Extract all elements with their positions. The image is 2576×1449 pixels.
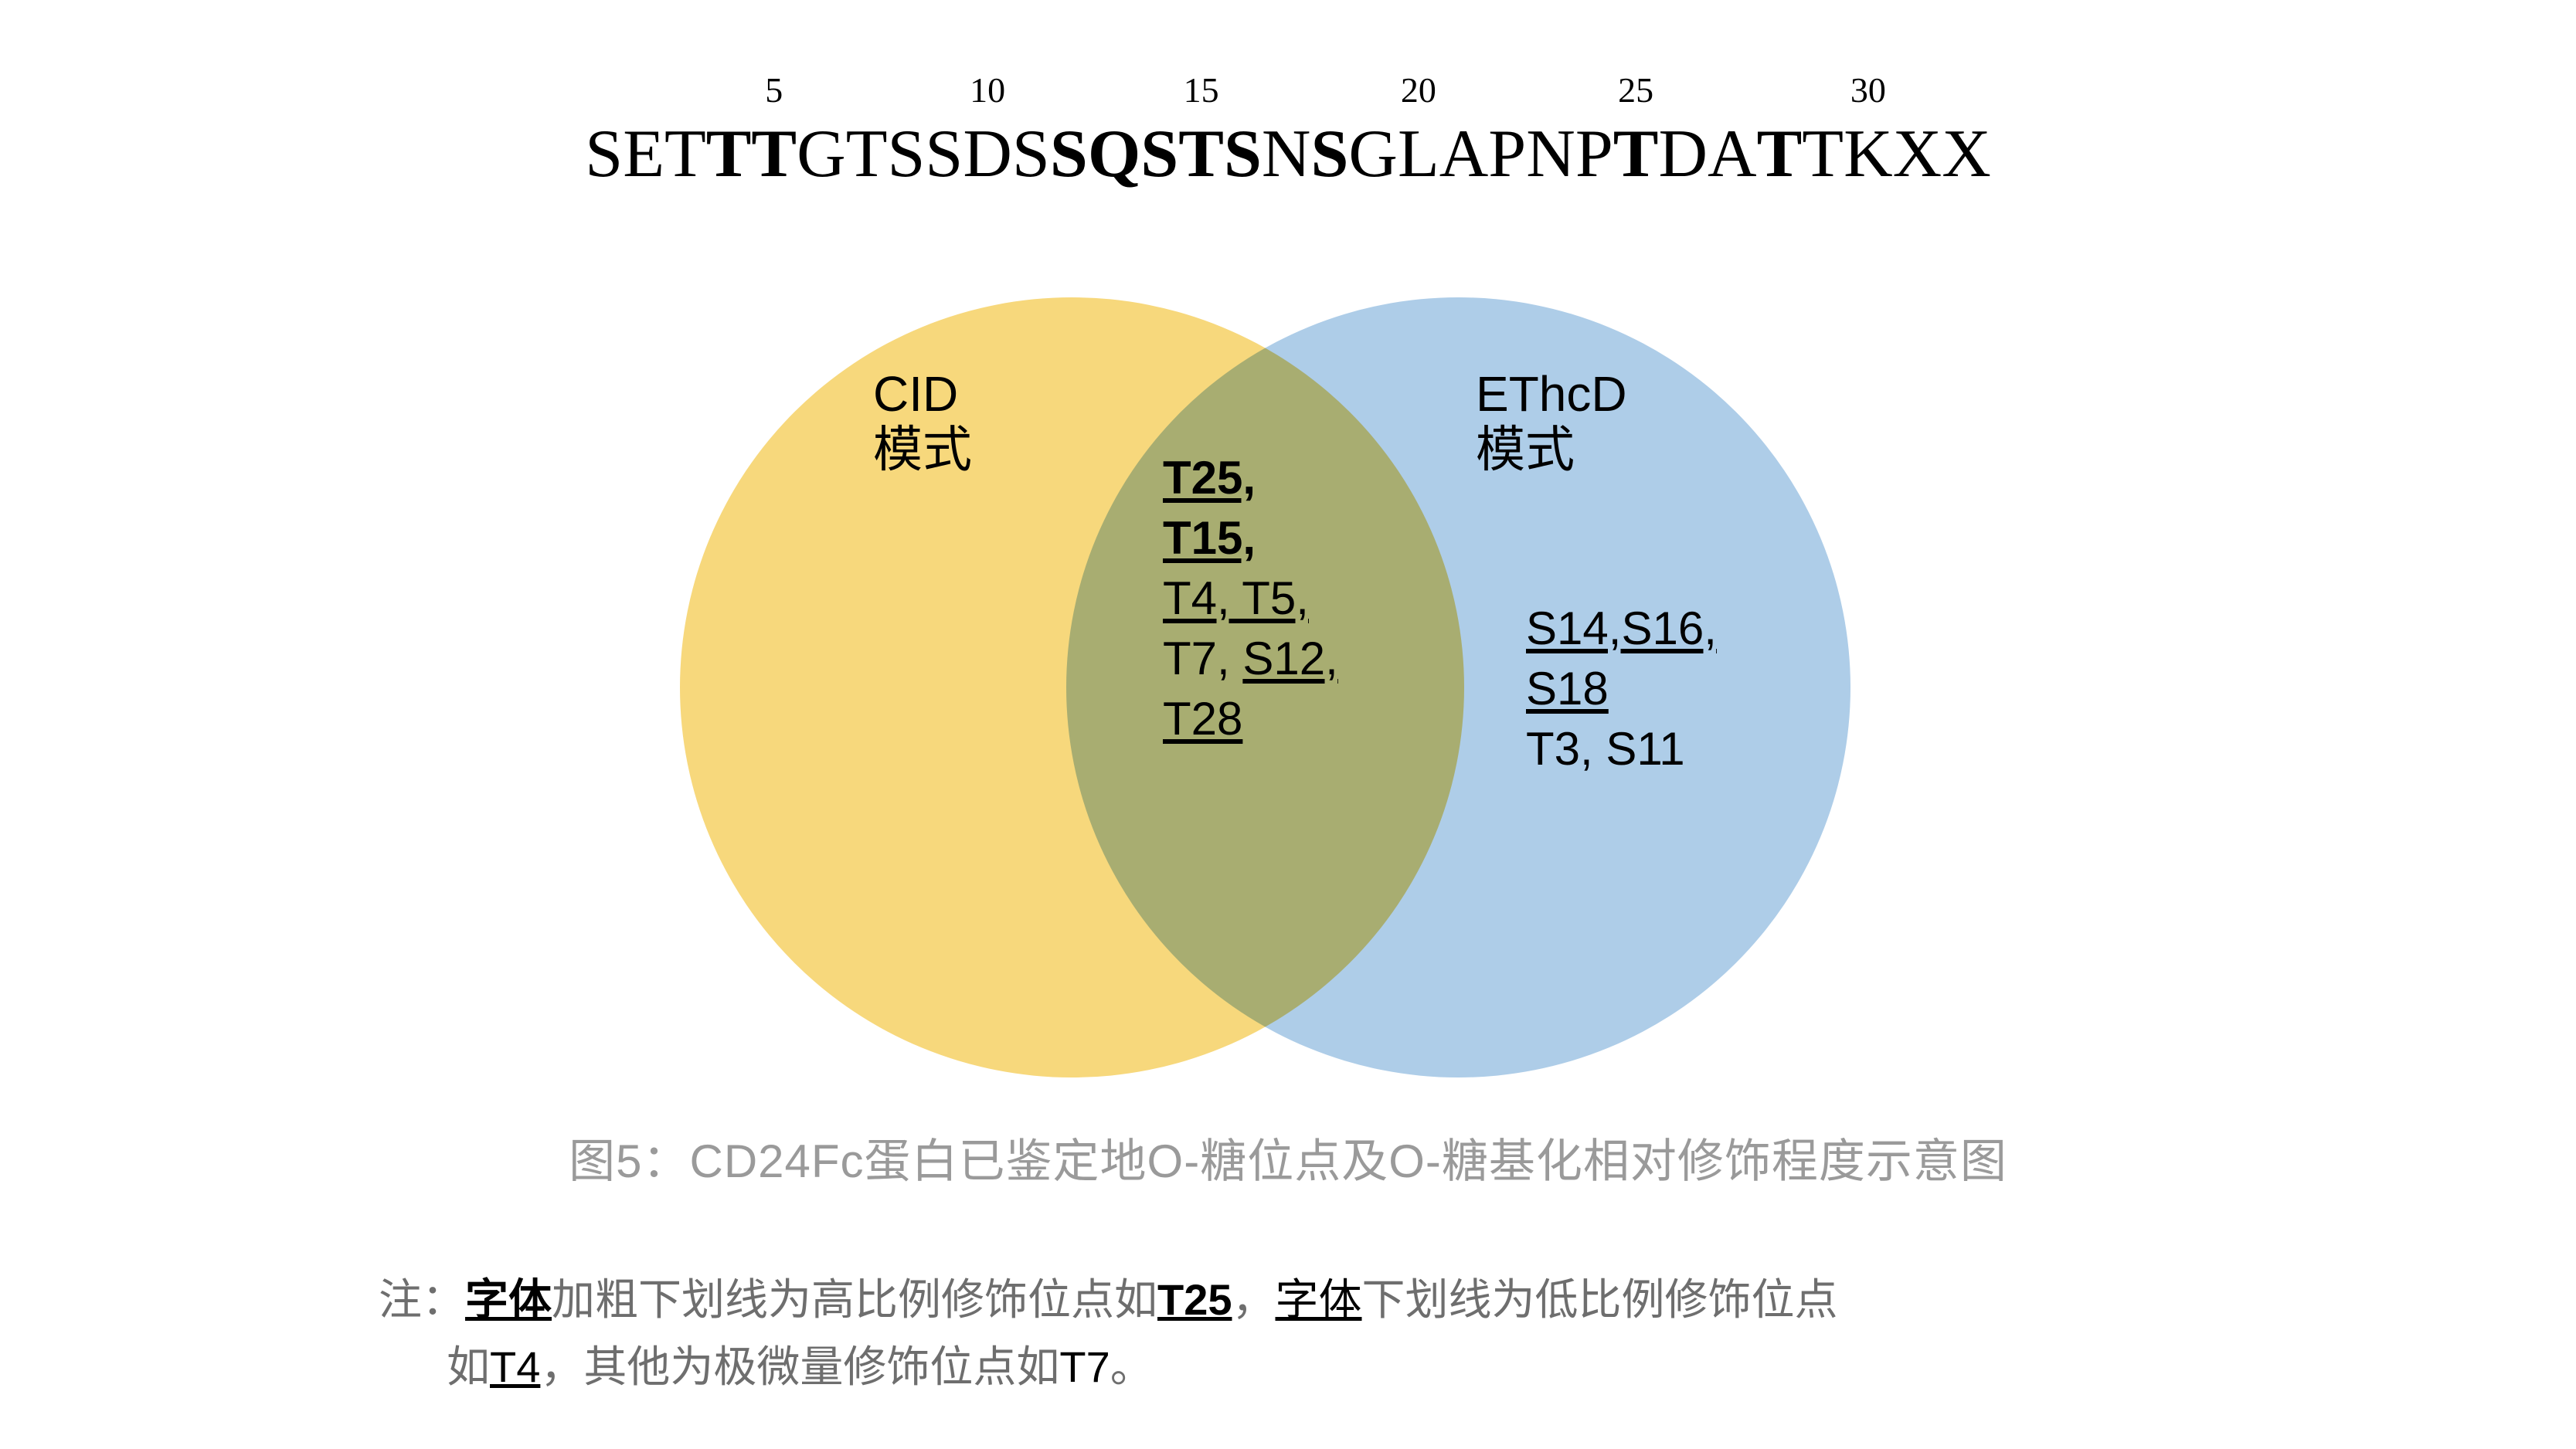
residue-T28: T [1756, 117, 1803, 192]
intersection-row: T15, [1163, 508, 1338, 568]
intersection-site: T4, T5, [1163, 572, 1309, 624]
intersection-site: T25, [1163, 452, 1256, 504]
venn-label-cid-line2: 模式 [873, 421, 972, 477]
residue-A21: A [1439, 117, 1489, 192]
intersection-site: S12, [1242, 633, 1338, 684]
note-prefix: 注： [379, 1275, 465, 1324]
venn-label-ethcd-line1: EThcD [1476, 366, 1627, 422]
intersection-row: T7, S12, [1163, 629, 1338, 689]
residue-S11: S [1011, 117, 1050, 192]
residue-G19: G [1348, 117, 1398, 192]
residue-P24: P [1575, 117, 1613, 192]
note-text-high: 加粗下划线为高比例修饰位点如 [552, 1275, 1157, 1324]
ethcd-only-site: S14, [1526, 602, 1622, 654]
ethcd-only-site: S18 [1526, 663, 1609, 714]
residue-S1: S [585, 117, 624, 192]
residue-N23: N [1526, 117, 1575, 192]
peptide-sequence: SETTTGTSSDSSQSTSNSGLAPNPTDATTKXX [0, 117, 2576, 192]
ruler-tick-15: 15 [1183, 70, 1219, 110]
residue-T4: T [705, 117, 752, 192]
residue-X32: X [1942, 117, 1991, 192]
note-text-trace: ，其他为极微量修饰位点如 [540, 1342, 1060, 1391]
residue-S16: S [1223, 117, 1262, 192]
residue-T29: T [1802, 117, 1844, 192]
residue-A27: A [1708, 117, 1757, 192]
ruler-tick-25: 25 [1618, 70, 1654, 110]
residue-G6: G [797, 117, 846, 192]
note-bold-underline-example-label: 字体 [465, 1275, 552, 1324]
note-line-2: 如T4，其他为极微量修饰位点如T7。 [379, 1334, 2233, 1401]
intersection-site: T7, [1163, 633, 1243, 684]
residue-E2: E [623, 117, 664, 192]
note-underline-example-label: 字体 [1275, 1275, 1362, 1324]
venn-label-cid-line1: CID [873, 366, 959, 422]
venn-label-ethcd-line2: 模式 [1476, 421, 1575, 477]
ruler-tick-20: 20 [1400, 70, 1436, 110]
intersection-site: T15, [1163, 512, 1256, 564]
residue-L20: L [1397, 117, 1439, 192]
residue-S12: S [1049, 117, 1088, 192]
ethcd-only-site: S16, [1621, 602, 1717, 654]
residue-K30: K [1844, 117, 1893, 192]
venn-intersection-site-list: T25, T15, T4, T5, T7, S12, T28 [1163, 448, 1338, 749]
residue-S9: S [925, 117, 963, 192]
figure-caption: 图5：CD24Fc蛋白已鉴定地O-糖位点及O-糖基化相对修饰程度示意图 [569, 1135, 2007, 1187]
residue-N17: N [1261, 117, 1311, 192]
note-trace-example-site: T7 [1059, 1342, 1110, 1391]
sequence-ruler: 5 10 15 20 25 30 [515, 70, 2061, 114]
venn-circle-ethcd [1066, 297, 1850, 1077]
residue-Q13: Q [1087, 117, 1141, 192]
note-high-example-site: T25 [1157, 1275, 1232, 1324]
note-comma-1: ， [1232, 1275, 1276, 1324]
note-text-low: 下划线为低比例修饰位点 [1361, 1275, 1838, 1324]
intersection-row: T25, [1163, 448, 1338, 508]
residue-T25: T [1613, 117, 1659, 192]
ethcd-only-site: T3, S11 [1526, 723, 1685, 775]
ethcd-only-row: S14,S16, [1526, 599, 1717, 659]
ruler-tick-30: 30 [1850, 70, 1886, 110]
ethcd-only-row: T3, S11 [1526, 719, 1717, 779]
residue-S18: S [1310, 117, 1349, 192]
residue-P22: P [1488, 117, 1527, 192]
intersection-row: T28 [1163, 689, 1338, 749]
residue-T7: T [845, 117, 888, 192]
ruler-tick-10: 10 [970, 70, 1006, 110]
note-low-example-site: T4 [490, 1342, 541, 1391]
venn-diagram: CID 模式 EThcD 模式 T25, T15, T4, T5, T7, S12, T… [0, 297, 2576, 1077]
figure-note: 注：字体加粗下划线为高比例修饰位点如T25，字体下划线为低比例修饰位点 如T4，其… [379, 1267, 2233, 1401]
intersection-site: T28 [1163, 693, 1243, 745]
residue-S14: S [1140, 117, 1179, 192]
sequence-block: 5 10 15 20 25 30 SETTTGTSSDSSQSTSNSGLAPNPTDAT… [0, 70, 2576, 190]
venn-label-ethcd: EThcD 模式 [1476, 366, 1627, 477]
residue-D10: D [963, 117, 1012, 192]
note-period: 。 [1110, 1342, 1154, 1391]
ruler-tick-5: 5 [765, 70, 783, 110]
residue-X31: X [1892, 117, 1942, 192]
residue-D26: D [1658, 117, 1708, 192]
ethcd-only-row: S18 [1526, 659, 1717, 719]
residue-T15: T [1178, 117, 1224, 192]
note-line2-prefix: 如 [447, 1342, 490, 1391]
residue-T5: T [751, 117, 797, 192]
intersection-row: T4, T5, [1163, 568, 1338, 629]
residue-T3: T [664, 117, 706, 192]
residue-S8: S [887, 117, 926, 192]
venn-ethcd-only-site-list: S14,S16, S18 T3, S11 [1526, 599, 1717, 779]
venn-label-cid: CID 模式 [873, 366, 972, 477]
